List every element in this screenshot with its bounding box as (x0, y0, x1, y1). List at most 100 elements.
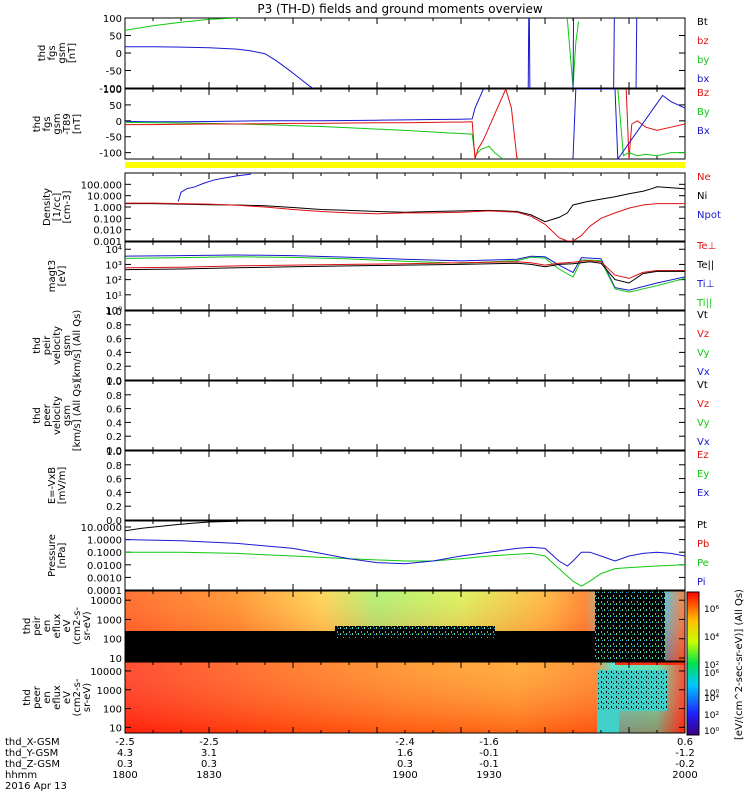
x-tick-label-hhmm: 1900 (392, 770, 417, 781)
colorbar-tick-label: 10² (704, 711, 719, 721)
panel-peer_spec: 10000 1000 100 10 thd peer en eflux eV (cm2-s-sr-… (22, 661, 686, 734)
y-axis-label: peer (42, 403, 53, 427)
orbit-y-value: -0.1 (479, 748, 499, 759)
x-tick-label-hhmm: 1930 (476, 770, 501, 781)
y-tick-label: 0.4 (106, 418, 122, 429)
y-tick-label: 0.0100 (87, 561, 122, 572)
orbit-labels: thd_X-GSM thd_Y-GSM thd_Z-GSM hhmm 2016 … (5, 737, 67, 792)
colorbar-tick-label: 10⁴ (704, 633, 719, 643)
legend-Te||: Te|| (696, 260, 714, 271)
y-tick-label: 1.0 (106, 377, 122, 388)
legend-Pe: Pe (697, 558, 709, 569)
y-tick-label: 0.1000 (87, 548, 122, 559)
colorbar-label: [eV/(cm^2-sec-sr-eV)] (All Qs) (734, 589, 745, 740)
orbit-z-value: -0.2 (675, 759, 695, 770)
legend-Bt: Bt (697, 17, 708, 28)
series-line-Te⊥ (125, 260, 685, 279)
orbit-label-y: thd_Y-GSM (5, 748, 58, 759)
panel-frame (124, 380, 686, 451)
date-label: 2016 Apr 13 (5, 781, 67, 792)
legend-Ti||: Ti|| (696, 298, 712, 309)
legend-Vz: Vz (697, 399, 709, 410)
orbit-label-x: thd_X-GSM (5, 737, 60, 748)
panel-frame (124, 310, 686, 381)
y-tick-label: 10⁰ (105, 306, 122, 317)
series-line-Ti⊥ (125, 254, 685, 291)
colorbar: 10⁶ 10⁴ 10² 10⁰ 10⁶ 10⁴ 10² 10⁰ [eV/(cm^… (686, 589, 745, 740)
x-tick-label-hhmm: 1800 (112, 770, 137, 781)
legend-bz: bz (697, 36, 709, 47)
colorbar-tick-label: 10⁰ (704, 689, 719, 699)
series-line-Pt (125, 521, 243, 532)
y-axis-label: thd (22, 618, 33, 635)
series-line-Ne (125, 202, 685, 241)
series-line-Bx (572, 89, 685, 159)
y-axis-label: [km/s] (All Qs) (72, 380, 83, 452)
series-group (125, 18, 638, 88)
orbit-x-value: -2.5 (115, 737, 135, 748)
orbit-z-value: 0.3 (201, 759, 217, 770)
y-axis-label: thd (32, 116, 43, 133)
y-axis-label: [km/s] (All Qs) (72, 310, 83, 382)
y-tick-label: 1.0000 (87, 536, 122, 547)
y-tick-label: 0.8 (106, 321, 122, 332)
y-tick-label: -100 (99, 84, 122, 95)
legend-Pi: Pi (697, 577, 706, 588)
series-line-bx (635, 18, 638, 88)
series-line-Npot (177, 173, 252, 202)
y-axis-label: velocity (52, 396, 63, 435)
y-axis-label: peir (42, 335, 53, 355)
y-axis-label: magt3 (47, 260, 58, 293)
y-tick-label: 0.6 (106, 335, 122, 346)
y-axis-label: (cm2-s- (72, 607, 83, 645)
y-tick-label: 1000 (97, 686, 122, 697)
legend-by: by (697, 55, 709, 66)
y-tick-label: 0.100 (93, 214, 122, 225)
series-line-Ti|| (125, 256, 685, 293)
y-tick-label: 0.8 (106, 391, 122, 402)
y-axis-label: thd (32, 407, 43, 424)
legend-Vt: Vt (697, 380, 708, 391)
spectrogram-shading (125, 662, 685, 733)
series-line-By (617, 89, 685, 157)
y-tick-label: 0.6 (106, 405, 122, 416)
y-tick-label: 10000 (90, 667, 122, 678)
orbit-y-value: 1.6 (397, 748, 413, 759)
y-tick-label: 0.0 (106, 516, 122, 527)
legend-Bz: Bz (697, 88, 709, 99)
panel-fgs_dtrend: 100 50 0 -50 -100 thd fgs gsm -T89 [nT] Bz By Bx (32, 85, 710, 160)
legend-By: By (697, 107, 710, 118)
colorbar-tick-label: 10⁶ (704, 669, 719, 679)
y-axis-label: Density (42, 188, 53, 226)
series-line-Bz (625, 89, 685, 159)
y-axis-label: eflux (52, 614, 63, 639)
series-line-bx (125, 46, 314, 88)
series-group (125, 173, 685, 241)
orbit-z-value: -0.1 (479, 759, 499, 770)
y-tick-label: 1.0 (106, 447, 122, 458)
series-line-Pe (125, 551, 685, 587)
spectrogram-speckle (597, 670, 667, 711)
y-tick-label: 0.2 (106, 362, 122, 373)
legend-bx: bx (697, 74, 709, 85)
orbit-z-value: 0.3 (397, 759, 413, 770)
y-axis-label: peer (32, 685, 43, 709)
y-tick-label: 10 (109, 723, 122, 734)
y-axis-label: thd (22, 689, 33, 706)
y-tick-label: 0.010 (93, 226, 122, 237)
spectrogram-top-band (615, 662, 685, 665)
y-tick-label: 0.4 (106, 488, 122, 499)
panel-peer_velocity: 1.0 0.8 0.6 0.4 0.2 0.0 thd peer velocity gsm [km/… (32, 377, 710, 457)
spectrogram-speckle (595, 591, 665, 661)
panel-frame (124, 450, 686, 521)
y-axis-label: [cm-3] (62, 190, 73, 223)
y-tick-label: 0.0001 (87, 586, 122, 597)
y-axis-label: eV (62, 619, 73, 632)
orbit-y-value: 3.1 (201, 748, 217, 759)
y-axis-label: gsm (62, 405, 73, 426)
y-tick-label: 100 (103, 85, 122, 96)
spectrogram-speckle (335, 626, 495, 638)
y-axis-label: [eV] (57, 266, 68, 287)
